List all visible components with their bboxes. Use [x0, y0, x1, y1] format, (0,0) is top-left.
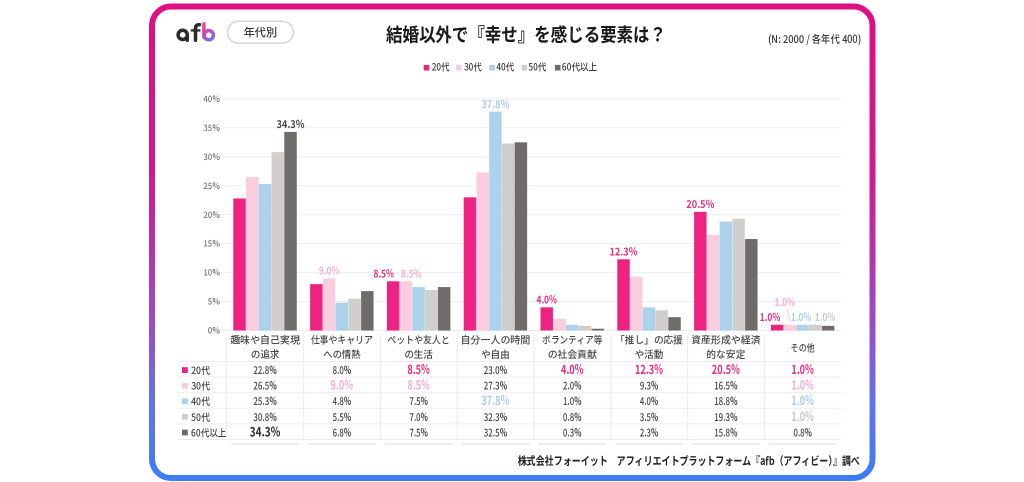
svg-text:8.5%: 8.5% [401, 266, 422, 282]
svg-text:22.8%: 22.8% [253, 362, 276, 378]
svg-text:5.5%: 5.5% [333, 409, 351, 425]
svg-text:0%: 0% [208, 324, 220, 337]
svg-text:1.0%: 1.0% [563, 393, 581, 409]
svg-text:40%: 40% [203, 92, 219, 105]
svg-text:株式会社フォーイット アフィリエイトプラットフォーム『afb: 株式会社フォーイット アフィリエイトプラットフォーム『afb（アフィビー）』調べ [518, 453, 860, 469]
svg-text:60代以上: 60代以上 [562, 58, 598, 73]
svg-text:35%: 35% [203, 121, 219, 134]
svg-text:7.0%: 7.0% [409, 409, 427, 425]
svg-text:3.5%: 3.5% [640, 409, 658, 425]
svg-text:0.8%: 0.8% [563, 409, 581, 425]
svg-text:や自由: や自由 [481, 346, 510, 361]
svg-text:37.8%: 37.8% [481, 390, 509, 409]
svg-text:16.5%: 16.5% [714, 378, 737, 394]
svg-text:1.0%: 1.0% [791, 309, 812, 325]
svg-text:4.0%: 4.0% [536, 292, 557, 308]
svg-text:1.0%: 1.0% [791, 406, 814, 425]
svg-text:30代: 30代 [191, 378, 210, 393]
svg-text:40代: 40代 [191, 393, 210, 408]
svg-text:趣味や自己実現: 趣味や自己実現 [230, 332, 300, 347]
svg-text:1.0%: 1.0% [760, 309, 781, 325]
svg-text:26.5%: 26.5% [253, 378, 276, 394]
svg-text:12.3%: 12.3% [610, 244, 638, 260]
svg-text:0.3%: 0.3% [563, 424, 581, 440]
svg-text:60代以上: 60代以上 [191, 424, 227, 439]
svg-text:10%: 10% [203, 266, 219, 279]
svg-text:8.5%: 8.5% [373, 266, 394, 282]
svg-text:50代: 50代 [528, 58, 546, 73]
svg-text:4.0%: 4.0% [640, 393, 658, 409]
svg-text:25.3%: 25.3% [253, 393, 276, 409]
svg-text:2.0%: 2.0% [563, 378, 581, 394]
svg-text:2.3%: 2.3% [640, 424, 658, 440]
svg-text:仕事やキャリア: 仕事やキャリア [311, 332, 373, 347]
svg-text:34.3%: 34.3% [250, 421, 281, 440]
svg-text:の生活: の生活 [404, 346, 433, 361]
svg-text:1.0%: 1.0% [791, 375, 814, 394]
svg-text:32.3%: 32.3% [484, 409, 507, 425]
svg-text:32.5%: 32.5% [484, 424, 507, 440]
svg-text:8.5%: 8.5% [407, 359, 430, 378]
svg-text:50代: 50代 [191, 409, 210, 424]
svg-text:9.0%: 9.0% [331, 375, 354, 394]
svg-text:1.0%: 1.0% [791, 359, 814, 378]
svg-text:的な安定: 的な安定 [706, 346, 746, 361]
svg-text:30代: 30代 [464, 58, 482, 73]
svg-text:8.5%: 8.5% [407, 375, 430, 394]
svg-text:37.8%: 37.8% [481, 96, 509, 112]
svg-text:「推し」の応援: 「推し」の応援 [615, 332, 683, 347]
svg-text:結婚以外で『幸せ』を感じる要素は？: 結婚以外で『幸せ』を感じる要素は？ [386, 21, 666, 48]
svg-text:25%: 25% [203, 179, 219, 192]
svg-text:や活動: や活動 [635, 346, 665, 361]
svg-text:7.5%: 7.5% [409, 393, 427, 409]
svg-text:4.0%: 4.0% [561, 359, 584, 378]
svg-text:20.5%: 20.5% [712, 359, 740, 378]
svg-text:30%: 30% [203, 150, 219, 163]
svg-text:23.0%: 23.0% [484, 362, 507, 378]
svg-text:6.8%: 6.8% [333, 424, 351, 440]
svg-text:9.0%: 9.0% [319, 263, 340, 279]
svg-text:年代別: 年代別 [244, 25, 278, 41]
svg-text:12.3%: 12.3% [635, 359, 663, 378]
svg-text:0.8%: 0.8% [793, 424, 811, 440]
svg-text:資産形成や経済: 資産形成や経済 [691, 332, 761, 347]
svg-text:40代: 40代 [496, 58, 514, 73]
svg-text:の社会貢献: の社会貢献 [548, 346, 598, 361]
svg-text:20%: 20% [203, 208, 219, 221]
svg-text:ペットや友人と: ペットや友人と [388, 332, 450, 347]
svg-text:1.0%: 1.0% [775, 294, 796, 310]
svg-text:8.0%: 8.0% [333, 362, 351, 378]
svg-text:18.8%: 18.8% [714, 393, 737, 409]
svg-text:20代: 20代 [191, 362, 210, 377]
svg-text:9.3%: 9.3% [640, 378, 658, 394]
svg-text:7.5%: 7.5% [409, 424, 427, 440]
svg-text:20代: 20代 [432, 58, 450, 73]
svg-text:1.0%: 1.0% [815, 309, 836, 325]
svg-text:15.8%: 15.8% [714, 424, 737, 440]
svg-text:ボランティア等: ボランティア等 [542, 332, 603, 347]
svg-text:自分一人の時間: 自分一人の時間 [461, 332, 531, 347]
svg-text:15%: 15% [203, 237, 219, 250]
svg-text:19.3%: 19.3% [714, 409, 737, 425]
svg-text:27.3%: 27.3% [484, 378, 507, 394]
svg-text:5%: 5% [208, 295, 220, 308]
svg-text:20.5%: 20.5% [686, 196, 714, 212]
svg-text:34.3%: 34.3% [277, 116, 305, 132]
svg-text:30.8%: 30.8% [253, 409, 276, 425]
svg-text:の追求: の追求 [251, 346, 281, 361]
svg-text:4.8%: 4.8% [333, 393, 351, 409]
svg-text:1.0%: 1.0% [791, 390, 814, 409]
svg-text:その他: その他 [791, 339, 816, 354]
svg-text:への情熱: への情熱 [323, 346, 360, 361]
svg-text:(N: 2000 / 各年代 400): (N: 2000 / 各年代 400) [768, 31, 861, 47]
